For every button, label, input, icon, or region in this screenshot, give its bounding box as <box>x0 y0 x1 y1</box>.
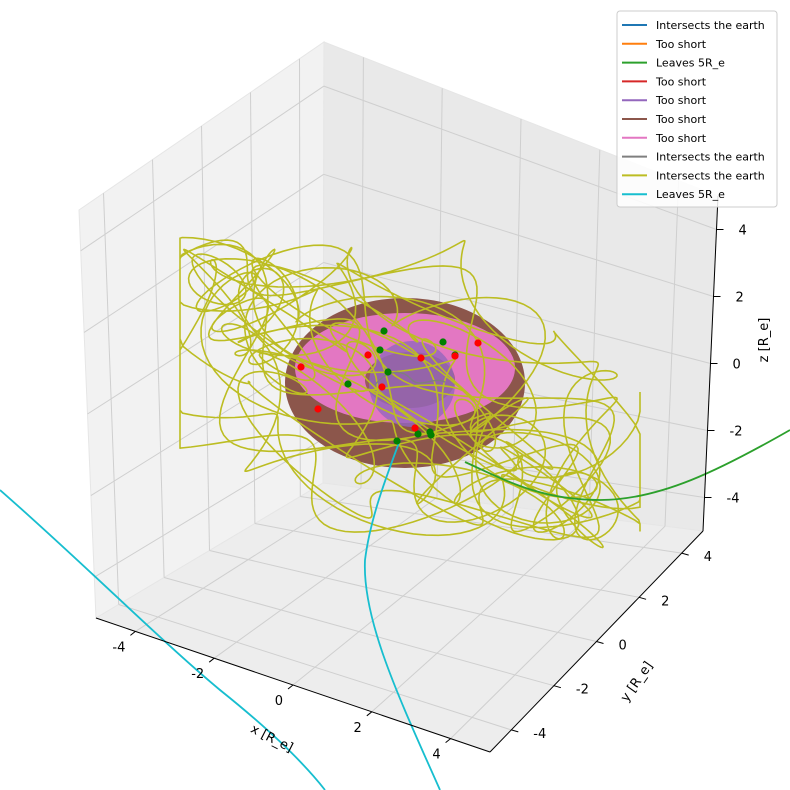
data-layer <box>0 236 790 790</box>
legend-entry: Intersects the earth <box>656 169 765 182</box>
series-intersects-earth-gray <box>374 371 446 386</box>
start-marker <box>380 327 388 335</box>
start-marker <box>427 431 435 439</box>
series-intersects-earth-olive <box>179 236 641 549</box>
series-leaves-5re-cyan-left <box>0 489 326 790</box>
legend-box <box>616 10 778 208</box>
legend-entry: Too short <box>655 38 707 51</box>
y-tick-mark <box>638 596 647 600</box>
x-tick-label: 4 <box>432 748 440 763</box>
axis-line <box>702 195 719 532</box>
axis-ticks: -4 -2 0 2 4 -4 -2 0 2 4 -4 -2 0 2 4 <box>95 195 747 763</box>
x-tick-mark <box>366 711 373 717</box>
start-marker <box>393 437 401 445</box>
x-tick-mark <box>130 631 136 636</box>
y-tick-label: 2 <box>661 594 669 609</box>
y-axis-label: y [R_e] <box>618 659 656 705</box>
y-tick-mark <box>553 685 562 689</box>
end-marker <box>474 339 482 347</box>
grid-z-wall-left <box>80 85 325 252</box>
start-marker <box>376 346 384 354</box>
y-tick-label: -2 <box>576 683 589 698</box>
legend-entry: Intersects the earth <box>656 151 765 164</box>
y-tick-mark <box>596 641 604 644</box>
start-marker <box>439 338 447 346</box>
z-tick-label: 0 <box>733 358 741 373</box>
end-marker <box>417 354 425 362</box>
end-marker <box>451 352 459 360</box>
x-tick-mark <box>208 657 215 663</box>
grid-z-wall-left <box>83 173 324 333</box>
z-axis-label: z [R_e] <box>757 318 772 363</box>
x-tick-label: -2 <box>191 667 204 682</box>
legend-entry: Too short <box>655 113 707 126</box>
x-tick-label: 0 <box>275 694 283 709</box>
y-tick-label: 0 <box>619 639 627 654</box>
end-marker <box>297 363 305 371</box>
start-marker <box>384 368 392 376</box>
grid-y-floor <box>254 523 640 598</box>
z-tick-label: 4 <box>739 224 747 239</box>
end-marker <box>411 424 419 432</box>
legend: Intersects the earth Too short Leaves 5R_e… <box>616 10 778 208</box>
axis-line <box>489 530 704 753</box>
grid-y-floor <box>209 550 597 642</box>
end-marker <box>378 383 386 391</box>
start-marker <box>344 380 352 388</box>
z-tick-label: 2 <box>736 291 744 306</box>
y-tick-label: -4 <box>533 727 546 742</box>
legend-entry: Leaves 5R_e <box>656 188 725 201</box>
z-tick-label: -4 <box>727 492 740 507</box>
x-tick-mark <box>287 684 294 690</box>
y-tick-label: 4 <box>704 550 712 565</box>
legend-entry: Too short <box>655 94 707 107</box>
grid-z-wall <box>323 262 711 364</box>
axis-line <box>95 617 491 753</box>
z-tick-label: -2 <box>730 425 743 440</box>
y-tick-mark <box>681 552 689 556</box>
x-tick-label: 2 <box>354 721 362 736</box>
legend-entry: Intersects the earth <box>656 19 765 32</box>
x-tick-label: -4 <box>112 640 125 655</box>
grid-y-floor <box>163 577 555 687</box>
y-tick-mark <box>511 729 519 733</box>
grid-z-wall <box>323 173 714 297</box>
series-leaves-5re-green <box>464 429 790 501</box>
legend-entry: Too short <box>655 75 707 88</box>
grid-z-wall-left <box>94 438 324 578</box>
series-leaves-5re-cyan-center <box>364 439 441 790</box>
x-axis-label: x [R_e] <box>248 722 295 756</box>
legend-entry: Leaves 5R_e <box>656 57 725 70</box>
grid-y-floor <box>118 604 512 731</box>
end-marker <box>314 405 322 413</box>
end-marker <box>364 351 372 359</box>
legend-entry: Too short <box>655 132 707 145</box>
start-marker <box>414 430 422 438</box>
x-tick-mark <box>445 738 451 743</box>
